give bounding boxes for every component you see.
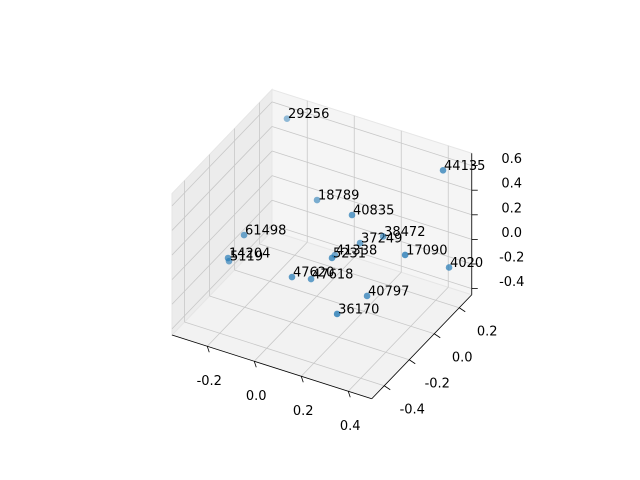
grid-line [171, 150, 273, 256]
grid-line [171, 126, 273, 231]
z-tick-label: 0.0 [501, 226, 522, 241]
z-tick-label: 0.2 [501, 201, 522, 216]
point [439, 167, 447, 174]
point-label: 5231 [333, 246, 366, 261]
point-label: 5119 [230, 250, 263, 265]
z-tick-label: 0.4 [501, 177, 522, 192]
point [240, 231, 248, 239]
grid-line [253, 256, 355, 362]
point [313, 196, 321, 204]
point [445, 264, 453, 271]
point [333, 310, 341, 318]
point-label: 17090 [406, 243, 447, 258]
grid-line [271, 224, 472, 289]
x-tick-label: -0.2 [197, 374, 222, 389]
tick-mark [384, 385, 391, 391]
point-label: 41338 [336, 244, 377, 259]
grid-line [259, 243, 460, 309]
grid-line [171, 175, 273, 280]
grid-line [206, 241, 308, 347]
point [348, 211, 356, 219]
grid-line [234, 269, 435, 335]
point [307, 275, 315, 283]
grid-line [171, 101, 273, 207]
x-tick-label: 0.4 [340, 419, 361, 434]
point [401, 251, 409, 259]
point-label: 38472 [384, 225, 425, 240]
point-label: 47618 [312, 268, 353, 283]
point [363, 292, 371, 300]
point-label: 36170 [338, 302, 379, 317]
grid-line [347, 286, 449, 392]
point [288, 273, 296, 281]
grid-line [184, 321, 385, 387]
grid-line [271, 175, 472, 240]
grid-line [300, 271, 402, 377]
point-label: 4020 [450, 256, 483, 271]
y-tick-label: -0.4 [400, 402, 425, 417]
point [283, 115, 291, 123]
grid-line [171, 199, 273, 305]
y-tick-label: -0.2 [425, 376, 450, 391]
grid-line [271, 150, 472, 216]
point [379, 233, 387, 240]
point-label: 40797 [368, 284, 409, 299]
tick-mark [300, 376, 304, 383]
tick-mark [253, 361, 257, 368]
z-tick-label: 0.6 [501, 152, 522, 167]
point-label: 14204 [229, 247, 270, 262]
point-label: 18789 [318, 189, 359, 204]
point [356, 239, 364, 247]
x-tick-label: 0.0 [246, 389, 267, 404]
tick-mark [459, 307, 466, 313]
z-tick-label: -0.2 [499, 251, 524, 266]
tick-mark [434, 333, 441, 339]
y-axis [371, 294, 473, 400]
x-tick-label: 0.2 [293, 404, 314, 419]
point-label: 40835 [353, 204, 394, 219]
x-axis [171, 334, 372, 400]
grid-line [271, 101, 472, 166]
tick-mark [347, 391, 351, 398]
tick-mark [409, 359, 416, 365]
y-tick-label: 0.2 [477, 324, 498, 339]
grid-line [209, 295, 410, 361]
y-tick-label: 0.0 [452, 350, 473, 365]
point-label: 61498 [245, 224, 286, 239]
point-label: 44135 [444, 159, 485, 174]
point [225, 257, 233, 265]
tick-mark [206, 346, 210, 353]
grid-line [171, 224, 273, 330]
z-tick-label: -0.4 [499, 275, 524, 290]
point [328, 254, 336, 262]
point-label: 29256 [288, 107, 329, 122]
point-label: 47620 [293, 266, 334, 281]
grid-line [271, 199, 472, 265]
grid-line [271, 126, 472, 191]
